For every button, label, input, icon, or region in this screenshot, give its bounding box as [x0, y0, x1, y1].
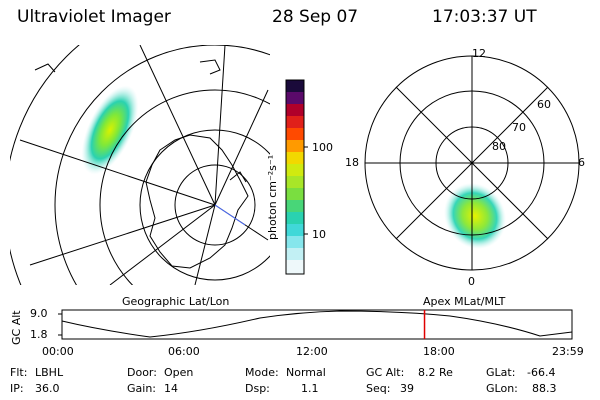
mlt-label-18: 18 — [345, 156, 359, 169]
glat-label: GLat: — [486, 366, 516, 379]
gc-alt-axis-title: GC Alt — [10, 310, 23, 345]
aurora-emission-geo — [81, 85, 139, 175]
door-label: Door: — [127, 366, 157, 379]
geo-frame-label: Geographic Lat/Lon — [122, 295, 230, 308]
gcalt-value: 8.2 Re — [418, 366, 453, 379]
time-tick-1200: 12:00 — [296, 345, 328, 358]
time-tick-1800: 18:00 — [423, 345, 455, 358]
time-tick-0000: 00:00 — [42, 345, 74, 358]
lat-label-70: 70 — [512, 121, 526, 134]
glon-value: 88.3 — [532, 382, 557, 395]
lat-label-80: 80 — [492, 140, 506, 153]
filter-value: LBHL — [35, 366, 64, 379]
colorbar — [285, 79, 308, 275]
ip-label: IP: — [10, 382, 24, 395]
glon-label: GLon: — [486, 382, 518, 395]
door-value: Open — [164, 366, 194, 379]
lat-label-60: 60 — [537, 98, 551, 111]
time-tick-2359: 23:59 — [552, 345, 584, 358]
glat-value: -66.4 — [527, 366, 556, 379]
mlt-label-6: 6 — [578, 156, 585, 169]
dsp-value: 1.1 — [301, 382, 319, 395]
colorbar-tick-100: 100 — [312, 141, 333, 154]
seq-label: Seq: — [366, 382, 391, 395]
polar-grid — [364, 55, 580, 271]
alt-tick-9: 9.0 — [30, 307, 48, 320]
mlt-label-0: 0 — [468, 275, 475, 288]
gcalt-label: GC Alt: — [366, 366, 405, 379]
colorbar-tick-10: 10 — [312, 228, 326, 241]
instrument-title: Ultraviolet Imager — [17, 7, 171, 27]
date-label: 28 Sep 07 — [272, 7, 359, 27]
apex-frame-label: Apex MLat/MLT — [423, 295, 506, 308]
seq-value: 39 — [400, 382, 414, 395]
dsp-label: Dsp: — [245, 382, 270, 395]
geo-grid — [10, 45, 270, 285]
alt-tick-1-8: 1.8 — [30, 328, 48, 341]
time-label: 17:03:37 UT — [432, 7, 537, 27]
time-tick-0600: 06:00 — [168, 345, 200, 358]
gain-value: 14 — [164, 382, 178, 395]
aurora-emission-polar — [443, 182, 507, 250]
mode-value: Normal — [286, 366, 326, 379]
gain-label: Gain: — [127, 382, 156, 395]
filter-label: Flt: — [10, 366, 28, 379]
mlt-label-12: 12 — [472, 47, 486, 60]
mode-label: Mode: — [245, 366, 279, 379]
colorbar-unit-label: photon cm⁻²s⁻¹ — [266, 154, 279, 240]
altitude-panel — [58, 309, 573, 340]
ip-value: 36.0 — [35, 382, 60, 395]
